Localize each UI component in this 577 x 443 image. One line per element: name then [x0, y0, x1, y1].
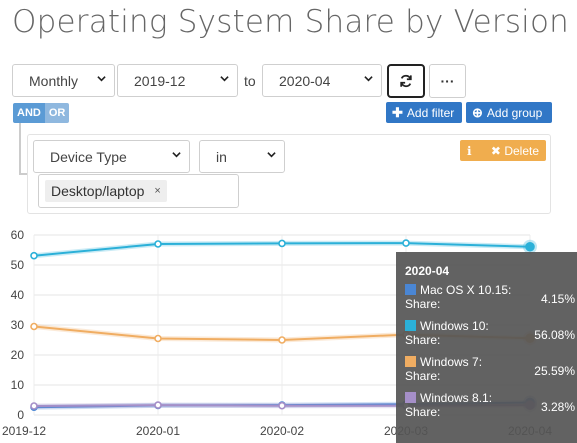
tooltip-series-name: Windows 10:: [420, 319, 489, 333]
chevron-down-icon: [267, 152, 276, 158]
to-date-value: 2020-04: [279, 72, 331, 89]
series-swatch: [405, 320, 416, 331]
chevron-down-icon: [364, 76, 373, 82]
tooltip-share-label: Share:: [405, 369, 441, 383]
value-tag-label: Desktop/laptop: [51, 183, 145, 199]
tooltip-row: Windows 10: Share: 56.08%: [405, 319, 575, 347]
data-point: [30, 402, 38, 410]
x-tick-label: 2019-12: [2, 424, 46, 438]
refresh-button[interactable]: [387, 64, 425, 98]
tooltip-series-name: Windows 7:: [420, 355, 483, 369]
data-point: [30, 322, 38, 331]
tooltip-value: 56.08%: [534, 328, 575, 342]
add-filter-label: Add filter: [406, 105, 455, 120]
chevron-down-icon: [220, 76, 229, 82]
add-filter-button[interactable]: ✚ Add filter: [386, 102, 462, 123]
data-point: [402, 239, 410, 247]
more-options-label: ···: [440, 73, 455, 89]
chevron-down-icon: [172, 152, 181, 158]
delete-label: Delete: [504, 143, 539, 158]
group-bracket: [19, 123, 29, 175]
to-date-select[interactable]: 2020-04: [262, 64, 382, 97]
add-group-button[interactable]: ⊕ Add group: [466, 102, 552, 123]
tooltip-series-name: Mac OS X 10.15:: [420, 283, 512, 297]
tooltip-row: Windows 7: Share: 25.59%: [405, 355, 575, 383]
operator-select-value: in: [216, 148, 227, 165]
refresh-icon: [400, 74, 412, 88]
value-tag: Desktop/laptop ×: [45, 180, 167, 202]
y-tick-label: 50: [11, 258, 25, 272]
chevron-down-icon: [97, 76, 106, 82]
data-point: [525, 241, 535, 252]
series-swatch: [405, 284, 416, 295]
tooltip-share-label: Share:: [405, 405, 441, 419]
plus-icon: ✚: [392, 104, 403, 120]
field-select-value: Device Type: [50, 148, 127, 165]
tooltip-value: 4.15%: [540, 292, 575, 306]
data-point: [30, 251, 38, 260]
operator-select[interactable]: in: [199, 140, 285, 173]
from-date-value: 2019-12: [134, 72, 186, 89]
tooltip-header: 2020-04: [405, 264, 450, 278]
tooltip-share-label: Share:: [405, 297, 441, 311]
y-tick-label: 60: [11, 228, 25, 242]
y-tick-label: 0: [17, 408, 24, 422]
add-group-label: Add group: [486, 105, 543, 120]
delete-rule-button[interactable]: ℹ ✖ Delete: [460, 140, 546, 161]
y-tick-label: 20: [11, 348, 25, 362]
y-axis: 0 10 20 30 40 50 60: [11, 228, 25, 422]
tooltip-row: Mac OS X 10.15: Share: 4.15%: [405, 283, 575, 311]
from-date-select[interactable]: 2019-12: [117, 64, 238, 97]
info-icon: ℹ: [467, 143, 472, 158]
chart-tooltip: 2020-04 Mac OS X 10.15: Share: 4.15% Win…: [396, 252, 577, 443]
period-select[interactable]: Monthly: [12, 64, 115, 97]
tooltip-value: 25.59%: [534, 364, 575, 378]
field-select[interactable]: Device Type: [33, 140, 190, 173]
more-options-button[interactable]: ···: [429, 64, 466, 98]
tooltip-share-label: Share:: [405, 333, 441, 347]
data-point: [154, 401, 162, 409]
plus-circle-icon: ⊕: [472, 104, 483, 120]
data-point: [154, 334, 162, 343]
or-toggle[interactable]: OR: [44, 103, 70, 123]
page-title: Operating System Share by Version: [12, 4, 570, 40]
series-swatch: [405, 392, 416, 403]
to-label: to: [244, 73, 256, 89]
data-point: [154, 240, 162, 248]
series-swatch: [405, 356, 416, 367]
delete-label-wrap: ✖ Delete: [490, 143, 539, 158]
data-point: [278, 239, 286, 248]
y-tick-label: 10: [11, 378, 25, 392]
data-point: [278, 401, 286, 410]
remove-tag-icon[interactable]: ×: [154, 185, 161, 197]
period-select-value: Monthly: [29, 72, 79, 89]
y-tick-label: 30: [11, 318, 25, 332]
y-tick-label: 40: [11, 288, 25, 302]
logic-toggle: AND OR: [13, 103, 70, 123]
tooltip-value: 3.28%: [540, 400, 575, 414]
and-toggle[interactable]: AND: [13, 103, 45, 123]
value-tag-input[interactable]: Desktop/laptop ×: [38, 174, 239, 208]
data-point: [278, 336, 286, 344]
x-tick-label: 2020-01: [136, 424, 180, 438]
tooltip-series-name: Windows 8.1:: [420, 391, 493, 405]
tooltip-row: Windows 8.1: Share: 3.28%: [405, 391, 575, 419]
x-tick-label: 2020-02: [260, 424, 304, 438]
